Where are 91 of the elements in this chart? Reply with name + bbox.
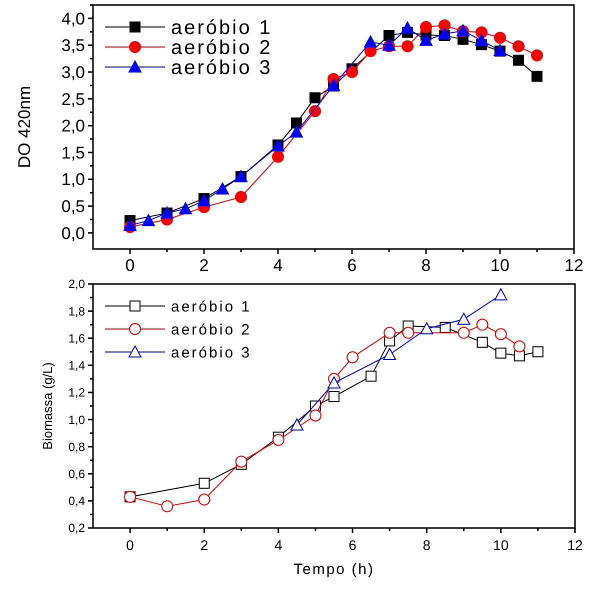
y-tick-label: 1,6 — [68, 331, 86, 346]
y-tick-label: 0,5 — [61, 197, 85, 216]
y-tick-label: 4,0 — [61, 9, 85, 28]
point — [402, 40, 414, 52]
point — [272, 434, 284, 446]
point — [198, 478, 210, 489]
y-tick-label: 0,0 — [61, 224, 85, 243]
x-tick-label: 6 — [348, 537, 357, 553]
legend-label: aeróbio 3 — [171, 344, 252, 362]
point — [346, 351, 359, 364]
x-tick-label: 10 — [493, 537, 509, 553]
point — [384, 30, 394, 42]
y-axis-title: DO 420nm — [15, 86, 34, 168]
point — [457, 312, 470, 325]
point — [476, 318, 488, 331]
legend-label: aeróbio 1 — [171, 17, 272, 39]
x-tick-label: 4 — [274, 537, 282, 553]
point — [124, 218, 136, 231]
point — [384, 326, 396, 339]
point — [216, 182, 229, 194]
point — [161, 500, 174, 512]
y-tick-label: 3,0 — [61, 62, 85, 82]
point — [402, 326, 414, 339]
point — [142, 214, 155, 226]
point — [290, 126, 303, 138]
y-tick-label: 0,8 — [68, 440, 86, 454]
y-axis-title: Biomassa (g/L) — [40, 362, 55, 450]
point — [290, 418, 304, 430]
point — [401, 22, 414, 34]
point — [494, 328, 507, 340]
y-tick-label: 1,4 — [68, 358, 86, 373]
y-tick-label: 2,0 — [68, 277, 86, 292]
x-axis-title: Tempo (h) — [293, 561, 375, 578]
x-tick-label: 8 — [422, 537, 431, 553]
y-tick-label: 1,8 — [68, 304, 86, 318]
y-tick-label: 0,4 — [68, 494, 86, 508]
x-tick-label: 4 — [273, 256, 283, 275]
point — [291, 117, 302, 128]
point — [366, 370, 377, 382]
point — [235, 190, 247, 203]
point — [309, 409, 322, 422]
legend-label: aeróbio 1 — [171, 298, 252, 316]
y-tick-label: 2,0 — [61, 116, 85, 136]
y-tick-label: 0,6 — [68, 466, 86, 481]
point — [438, 27, 451, 40]
point — [198, 494, 210, 506]
point — [328, 376, 340, 388]
point — [310, 92, 320, 104]
x-tick-label: 0 — [126, 537, 134, 553]
legend-label: aeróbio 3 — [171, 57, 272, 79]
point — [272, 150, 284, 163]
point — [346, 66, 358, 78]
point — [420, 20, 432, 33]
x-tick-label: 12 — [564, 256, 584, 275]
point — [531, 49, 543, 62]
point — [494, 288, 508, 300]
x-tick-label: 0 — [125, 256, 135, 275]
point — [458, 326, 470, 339]
y-tick-label: 3,5 — [61, 36, 85, 56]
point — [532, 70, 542, 82]
y-tick-label: 1,0 — [61, 170, 85, 190]
x-tick-label: 2 — [199, 256, 209, 275]
y-tick-label: 1,5 — [61, 143, 85, 162]
legend-label: aeróbio 2 — [171, 37, 272, 59]
y-tick-label: 1,0 — [68, 412, 86, 427]
point — [420, 34, 432, 46]
point — [235, 456, 248, 468]
point — [513, 54, 524, 66]
point — [532, 346, 544, 358]
point — [475, 34, 488, 46]
x-tick-label: 2 — [200, 537, 208, 553]
y-tick-label: 0,2 — [68, 521, 86, 536]
point — [328, 391, 340, 402]
point — [438, 19, 450, 32]
point — [476, 336, 488, 348]
y-tick-label: 2,5 — [61, 90, 85, 109]
x-tick-label: 12 — [567, 537, 583, 553]
x-tick-label: 8 — [421, 256, 431, 275]
point — [179, 202, 192, 214]
y-tick-label: 1,2 — [68, 386, 86, 400]
legend-label: aeróbio 2 — [171, 321, 252, 338]
x-tick-label: 10 — [490, 256, 510, 275]
point — [514, 350, 525, 362]
point — [420, 322, 434, 334]
point — [512, 40, 524, 52]
point — [513, 340, 526, 352]
point — [383, 348, 396, 360]
point — [494, 32, 506, 44]
point — [495, 348, 506, 359]
x-tick-label: 6 — [347, 256, 357, 275]
point — [364, 36, 377, 48]
